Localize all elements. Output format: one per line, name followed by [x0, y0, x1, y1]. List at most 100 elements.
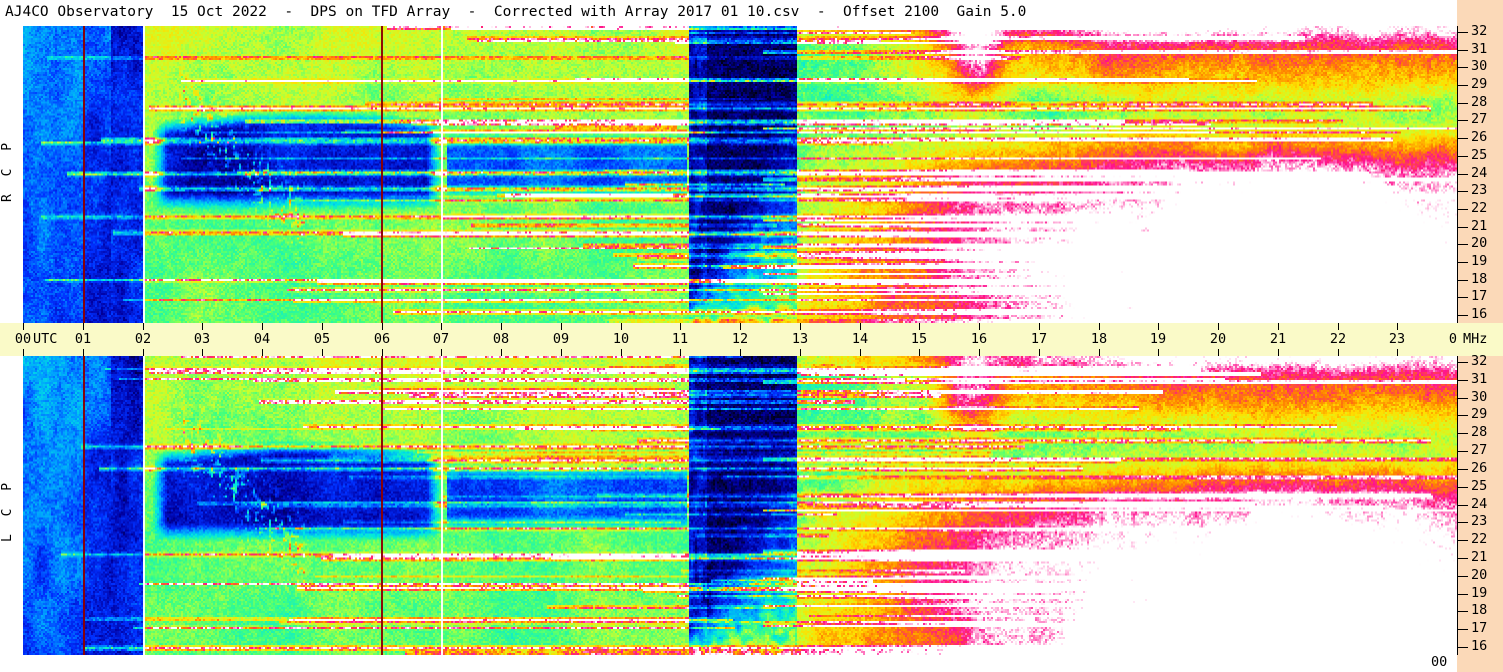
freq-tick — [1457, 315, 1468, 316]
freq-tick-label: 32 — [1471, 353, 1488, 369]
time-tick-label: 14 — [851, 331, 869, 347]
panel-label-lcp: L C P — [0, 477, 15, 543]
time-tick-label: 21 — [1269, 331, 1287, 347]
freq-tick — [1457, 522, 1468, 523]
time-tick-label: 09 — [552, 331, 570, 347]
time-tick — [979, 349, 980, 356]
freq-tick-label: 25 — [1471, 147, 1488, 163]
spectrogram-panel-lcp[interactable] — [23, 356, 1457, 655]
freq-tick — [1457, 120, 1468, 121]
time-tick-label: 22 — [1329, 331, 1347, 347]
time-tick — [143, 323, 144, 330]
freq-tick — [1457, 469, 1468, 470]
time-tick — [621, 323, 622, 330]
page-title: AJ4CO Observatory 15 Oct 2022 - DPS on T… — [5, 4, 1027, 20]
freq-tick-label: 23 — [1471, 182, 1488, 198]
freq-tick — [1457, 505, 1468, 506]
time-tick — [322, 349, 323, 356]
freq-tick — [1457, 398, 1468, 399]
freq-tick-label: 31 — [1471, 41, 1488, 57]
time-tick — [1099, 323, 1100, 330]
time-tick — [979, 323, 980, 330]
panel-label-rcp: R C P — [0, 137, 15, 203]
freq-tick — [1457, 67, 1468, 68]
time-tick — [382, 349, 383, 356]
freq-tick — [1457, 174, 1468, 175]
time-tick — [83, 323, 84, 330]
time-tick — [800, 349, 801, 356]
time-tick — [860, 349, 861, 356]
freq-tick — [1457, 415, 1468, 416]
time-tick — [919, 349, 920, 356]
time-tick-label: 01 — [74, 331, 92, 347]
time-tick — [1099, 349, 1100, 356]
freq-tick-label: 32 — [1471, 23, 1488, 39]
time-tick — [1218, 349, 1219, 356]
freq-tick — [1457, 594, 1468, 595]
time-tick — [740, 323, 741, 330]
time-tick — [501, 323, 502, 330]
freq-tick-label: 24 — [1471, 165, 1488, 181]
time-tick — [561, 323, 562, 330]
freq-tick-label: 17 — [1471, 620, 1488, 636]
freq-tick — [1457, 451, 1468, 452]
time-tick — [1158, 323, 1159, 330]
time-tick — [740, 349, 741, 356]
freq-tick — [1457, 611, 1468, 612]
time-tick — [1039, 349, 1040, 356]
time-tick-label: 20 — [1209, 331, 1227, 347]
time-tick — [1278, 349, 1279, 356]
freq-tick-label: 30 — [1471, 389, 1488, 405]
time-tick — [621, 349, 622, 356]
time-tick-label: 08 — [492, 331, 510, 347]
spectrogram-panel-rcp[interactable] — [23, 26, 1457, 323]
time-tick-label: 11 — [671, 331, 689, 347]
freq-axis-gap: 00 — [1431, 323, 1503, 670]
freq-tick-label: 28 — [1471, 94, 1488, 110]
time-tick — [501, 349, 502, 356]
time-tick-label-final: 00 — [1431, 654, 1448, 670]
time-tick — [322, 323, 323, 330]
time-tick-label: 03 — [193, 331, 211, 347]
time-tick-label: 02 — [134, 331, 152, 347]
time-tick — [919, 323, 920, 330]
time-tick — [680, 349, 681, 356]
freq-tick-label: 18 — [1471, 602, 1488, 618]
freq-tick-label: 18 — [1471, 271, 1488, 287]
freq-tick-label: 25 — [1471, 478, 1488, 494]
freq-tick-label: 22 — [1471, 531, 1488, 547]
time-tick — [860, 323, 861, 330]
time-tick-label: 06 — [373, 331, 391, 347]
freq-tick-label: 17 — [1471, 288, 1488, 304]
freq-tick-label: 16 — [1471, 638, 1488, 654]
time-tick — [262, 349, 263, 356]
time-tick-label: 07 — [432, 331, 450, 347]
freq-tick — [1457, 50, 1468, 51]
freq-tick-label: 26 — [1471, 129, 1488, 145]
time-tick-label: 13 — [791, 331, 809, 347]
time-tick — [262, 323, 263, 330]
freq-tick — [1457, 433, 1468, 434]
freq-tick-label: 20 — [1471, 235, 1488, 251]
freq-tick-label: 27 — [1471, 442, 1488, 458]
freq-tick — [1457, 487, 1468, 488]
time-tick-label: 17 — [1030, 331, 1048, 347]
freq-tick-label: 24 — [1471, 496, 1488, 512]
time-tick — [382, 323, 383, 330]
time-tick — [561, 349, 562, 356]
time-tick — [1039, 323, 1040, 330]
freq-tick-label: 29 — [1471, 76, 1488, 92]
freq-tick-label: 22 — [1471, 200, 1488, 216]
time-tick — [23, 323, 24, 330]
freq-tick — [1457, 380, 1468, 381]
freq-tick-label: 29 — [1471, 406, 1488, 422]
time-tick-label: 19 — [1149, 331, 1167, 347]
time-tick — [23, 349, 24, 356]
freq-tick-label: 30 — [1471, 58, 1488, 74]
time-tick-label: 10 — [612, 331, 630, 347]
time-tick-label: 12 — [731, 331, 749, 347]
freq-tick — [1457, 558, 1468, 559]
freq-tick-label: 19 — [1471, 585, 1488, 601]
time-tick — [202, 323, 203, 330]
